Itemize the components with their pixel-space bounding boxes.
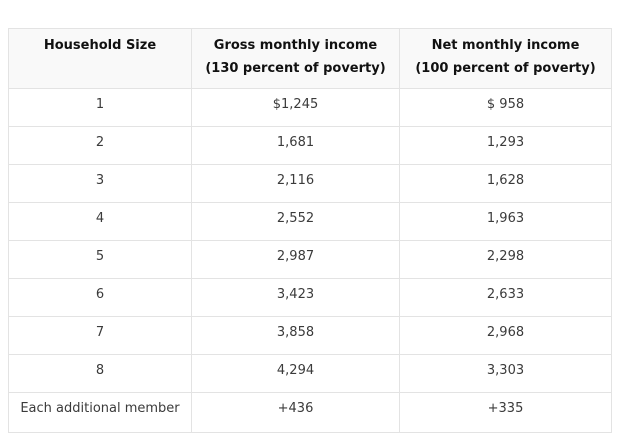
table-row: 4 2,552 1,963 — [8, 202, 612, 241]
header-line: Net monthly income — [431, 38, 580, 53]
column-header-gross-income: Gross monthly income (130 percent of pov… — [191, 28, 400, 89]
household-size-cell: 5 — [8, 240, 192, 279]
household-size-cell: 6 — [8, 278, 192, 317]
table-row: 5 2,987 2,298 — [8, 240, 612, 279]
table-row: Each additional member +436 +335 — [8, 392, 612, 433]
net-income-cell: 1,963 — [399, 202, 612, 241]
table-header: Household Size Gross monthly income (130… — [8, 28, 612, 89]
table-body: 1 $1,245 $ 958 2 1,681 1,293 3 2,116 1,6… — [8, 88, 612, 433]
gross-income-cell: 3,423 — [191, 278, 400, 317]
gross-income-cell: $1,245 — [191, 88, 400, 127]
net-income-cell: 2,968 — [399, 316, 612, 355]
household-size-cell: 2 — [8, 126, 192, 165]
header-line: Household Size — [43, 38, 157, 53]
household-size-cell: 8 — [8, 354, 192, 393]
gross-income-cell: 1,681 — [191, 126, 400, 165]
gross-income-cell: 4,294 — [191, 354, 400, 393]
net-income-cell: 2,633 — [399, 278, 612, 317]
table-row: 3 2,116 1,628 — [8, 164, 612, 203]
household-size-cell: 7 — [8, 316, 192, 355]
header-row: Household Size Gross monthly income (130… — [8, 28, 612, 89]
gross-income-cell: 3,858 — [191, 316, 400, 355]
net-income-cell: 1,293 — [399, 126, 612, 165]
income-eligibility-table: Household Size Gross monthly income (130… — [8, 28, 612, 433]
net-income-cell: 1,628 — [399, 164, 612, 203]
household-size-cell: Each additional member — [8, 392, 192, 433]
gross-income-cell: 2,552 — [191, 202, 400, 241]
table-row: 8 4,294 3,303 — [8, 354, 612, 393]
net-income-cell: 3,303 — [399, 354, 612, 393]
table-row: 6 3,423 2,633 — [8, 278, 612, 317]
gross-income-cell: 2,116 — [191, 164, 400, 203]
net-income-cell: +335 — [399, 392, 612, 433]
header-line: Gross monthly income — [213, 38, 378, 53]
gross-income-cell: 2,987 — [191, 240, 400, 279]
household-size-cell: 3 — [8, 164, 192, 203]
header-line: (130 percent of poverty) — [205, 61, 386, 76]
household-size-cell: 1 — [8, 88, 192, 127]
header-line: (100 percent of poverty) — [415, 61, 596, 76]
gross-income-cell: +436 — [191, 392, 400, 433]
column-header-household-size: Household Size — [8, 28, 192, 89]
table-row: 7 3,858 2,968 — [8, 316, 612, 355]
household-size-cell: 4 — [8, 202, 192, 241]
column-header-net-income: Net monthly income (100 percent of pover… — [399, 28, 612, 89]
table-row: 1 $1,245 $ 958 — [8, 88, 612, 127]
net-income-cell: 2,298 — [399, 240, 612, 279]
net-income-cell: $ 958 — [399, 88, 612, 127]
table-row: 2 1,681 1,293 — [8, 126, 612, 165]
